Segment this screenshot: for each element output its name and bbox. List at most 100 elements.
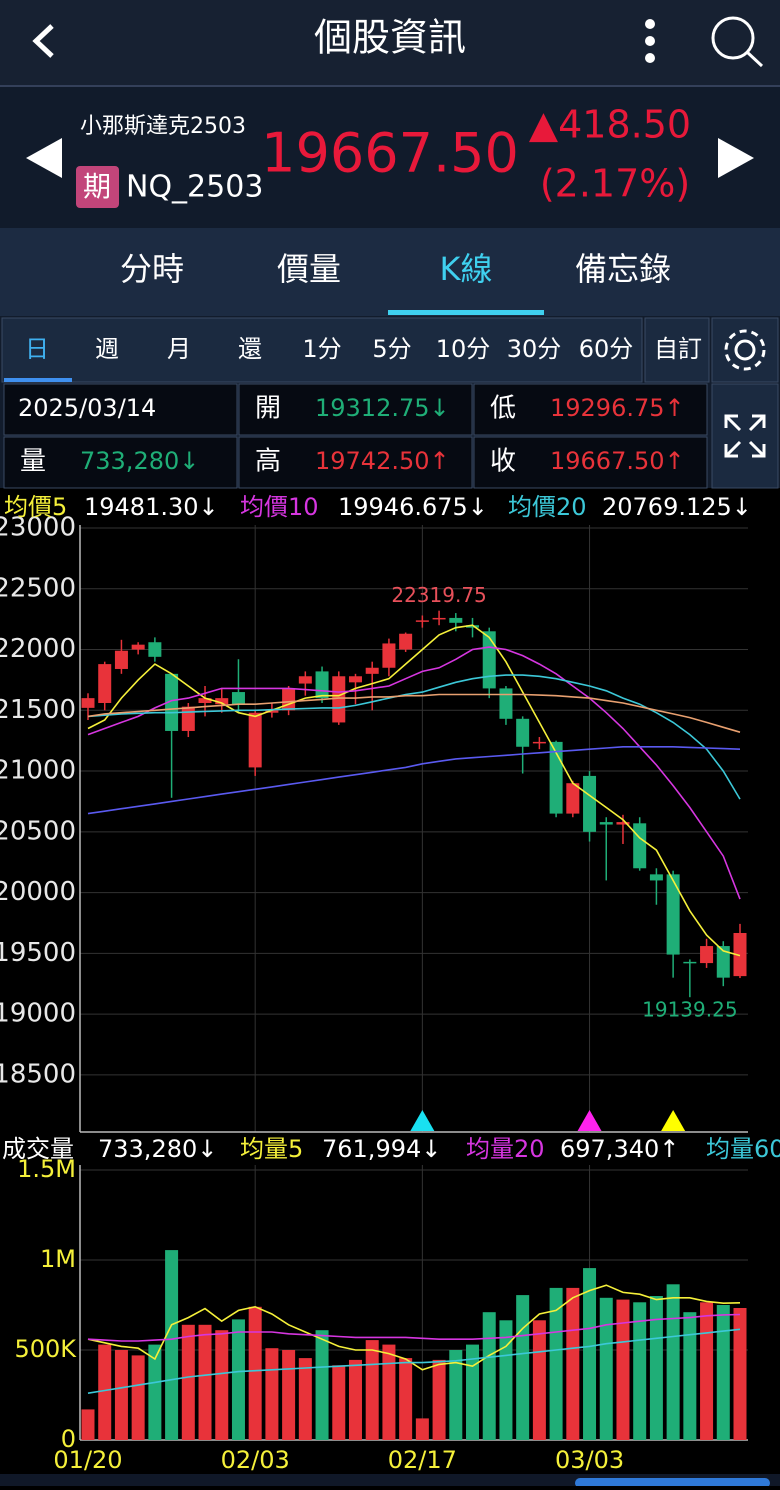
info-value: 19312.75↓	[315, 394, 450, 422]
search-button[interactable]	[711, 16, 764, 68]
signal-marker	[410, 1110, 435, 1131]
y-tick-label: 500K	[14, 1335, 77, 1363]
volume-bar	[566, 1287, 580, 1440]
volume-bar	[733, 1308, 747, 1440]
x-tick-label: 02/17	[388, 1446, 457, 1474]
prev-button[interactable]	[26, 138, 62, 178]
quote-change-pct: (2.17%)	[540, 162, 690, 206]
candle-body	[248, 712, 262, 768]
legend-name: 均價10	[240, 493, 319, 521]
volume-bar	[583, 1268, 597, 1440]
info-label: 高	[255, 447, 281, 477]
x-tick-label: 01/20	[53, 1446, 122, 1474]
price-annotation: 22319.75	[391, 583, 486, 607]
candle-body	[98, 664, 112, 704]
x-tick-label: 03/03	[555, 1446, 624, 1474]
volume-bar	[700, 1302, 714, 1440]
volume-bar	[81, 1409, 95, 1440]
info-value: 733,280↓	[80, 447, 199, 475]
signal-marker	[661, 1110, 686, 1131]
candle-body	[282, 688, 296, 711]
signal-marker	[577, 1110, 602, 1131]
bottom-button[interactable]	[575, 1478, 770, 1488]
info-value: 19667.50↑	[550, 447, 685, 475]
legend-value: 697,340↑	[560, 1135, 679, 1163]
volume-bar	[265, 1348, 279, 1440]
volume-bar	[165, 1250, 179, 1440]
ma-line	[87, 693, 741, 733]
tab[interactable]: 備忘錄	[575, 250, 671, 288]
tab[interactable]: 分時	[120, 250, 184, 288]
volume-bar	[666, 1284, 680, 1440]
volume-bar	[315, 1330, 329, 1440]
candle-body	[399, 633, 413, 650]
legend-name: 均量20	[466, 1135, 545, 1163]
info-value: 19742.50↑	[315, 447, 450, 475]
y-tick-label: 22000	[0, 634, 76, 664]
info-label: 收	[490, 447, 516, 477]
info-cell	[473, 383, 708, 436]
candle-body	[482, 631, 496, 689]
volume-bar	[181, 1324, 195, 1440]
period-option[interactable]: 10分	[436, 335, 491, 363]
candle-body	[516, 718, 530, 747]
y-tick-label: 20500	[0, 816, 76, 846]
y-tick-label: 20000	[0, 877, 76, 907]
tab[interactable]: K線	[440, 250, 493, 288]
period-option[interactable]: 1分	[302, 335, 341, 363]
period-option[interactable]: 還	[238, 335, 262, 363]
plot-bg	[80, 1165, 748, 1440]
info-label: 開	[255, 394, 281, 424]
y-tick-label: 22500	[0, 573, 76, 603]
period-option[interactable]: 週	[95, 335, 119, 363]
period-option[interactable]: 5分	[372, 335, 411, 363]
y-tick-label: 1.5M	[17, 1155, 76, 1183]
expand-icon	[724, 414, 766, 458]
x-tick-label: 02/03	[221, 1446, 290, 1474]
next-button[interactable]	[718, 138, 754, 178]
volume-chart: 1.5M 1M 500K 001/20 02/03 02/17 03/03 成交量 733,28…	[2, 1135, 780, 1474]
y-tick-label: 18500	[0, 1059, 76, 1089]
y-tick-label: 23000	[0, 513, 76, 543]
volume-bar	[131, 1355, 145, 1440]
candle-body	[616, 822, 630, 825]
candle-body	[382, 643, 396, 668]
candle-body	[298, 676, 312, 684]
custom-button[interactable]	[644, 317, 710, 383]
ma-line	[87, 1284, 741, 1371]
candle-body	[449, 617, 463, 623]
period-option[interactable]: 月	[167, 335, 191, 363]
volume-bar	[298, 1358, 312, 1440]
price-chart: 23000 22500 22000 21500 21000 20500 20000 19500…	[0, 493, 752, 1133]
volume-bar	[532, 1320, 546, 1440]
candle-body	[733, 932, 747, 977]
candle-body	[131, 644, 145, 650]
volume-bar	[148, 1344, 162, 1440]
more-button[interactable]	[645, 19, 655, 63]
volume-bar	[215, 1330, 229, 1440]
back-button[interactable]	[32, 24, 54, 58]
gear-icon	[724, 329, 766, 371]
tab[interactable]: 價量	[277, 250, 341, 288]
tab-underline	[388, 310, 544, 315]
period-option[interactable]: 日	[25, 335, 49, 363]
volume-bar	[466, 1344, 480, 1440]
y-tick-label: 19500	[0, 938, 76, 968]
legend-value: 19946.675↓	[338, 493, 488, 521]
period-option[interactable]: 30分	[507, 335, 562, 363]
expand-button[interactable]	[711, 383, 779, 489]
price-annotation: 19139.25	[642, 998, 737, 1022]
legend-value: 733,280↓	[98, 1135, 217, 1163]
period-option[interactable]: 60分	[579, 335, 634, 363]
candle-body	[499, 688, 513, 719]
info-cell	[238, 436, 473, 489]
info-grid: 2025/03/14 開 19312.75↓ 低 19296.75↑ 量 733,280↓ 高…	[3, 383, 708, 489]
volume-bar	[432, 1359, 446, 1440]
legend-name: 均價20	[508, 493, 587, 521]
settings-button[interactable]	[711, 317, 779, 383]
info-label: 低	[490, 394, 516, 424]
candle-body	[81, 698, 95, 708]
candle-body	[599, 822, 613, 825]
